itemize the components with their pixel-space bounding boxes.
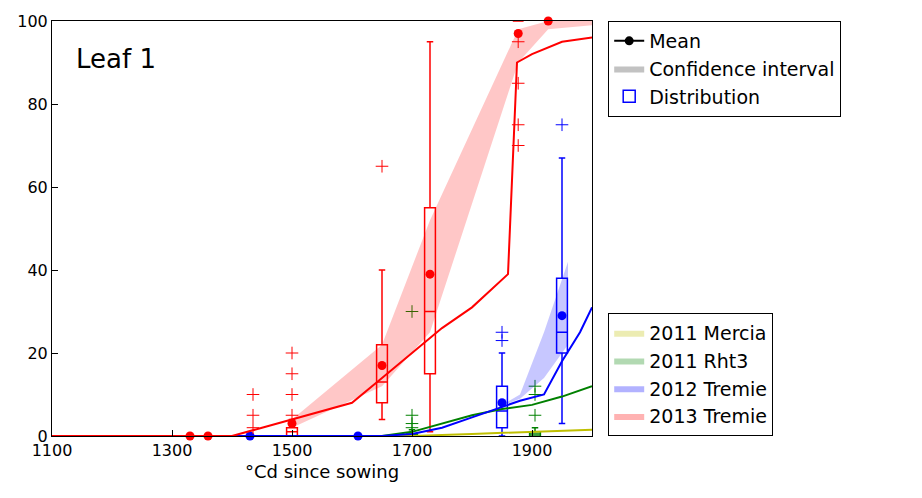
svg-text:Confidence interval: Confidence interval: [649, 58, 834, 80]
svg-text:60: 60: [27, 178, 47, 197]
svg-text:Mean: Mean: [649, 30, 701, 52]
svg-text:1900: 1900: [512, 441, 553, 460]
svg-text:100: 100: [17, 12, 48, 31]
svg-text:80: 80: [27, 95, 47, 114]
svg-text:°Cd since sowing: °Cd since sowing: [245, 461, 399, 482]
svg-text:1700: 1700: [392, 441, 433, 460]
svg-text:2013 Tremie: 2013 Tremie: [649, 405, 767, 427]
svg-text:1100: 1100: [32, 441, 73, 460]
svg-text:2012 Tremie: 2012 Tremie: [649, 378, 767, 400]
svg-text:2011 Mercia: 2011 Mercia: [649, 322, 766, 344]
svg-text:Leaf 1: Leaf 1: [76, 44, 156, 74]
svg-text:20: 20: [27, 344, 47, 363]
svg-text:2011 Rht3: 2011 Rht3: [649, 350, 748, 372]
svg-text:1500: 1500: [272, 441, 313, 460]
svg-text:40: 40: [27, 261, 47, 280]
svg-text:0: 0: [38, 427, 48, 446]
svg-text:1300: 1300: [152, 441, 193, 460]
svg-text:Distribution: Distribution: [649, 86, 760, 108]
